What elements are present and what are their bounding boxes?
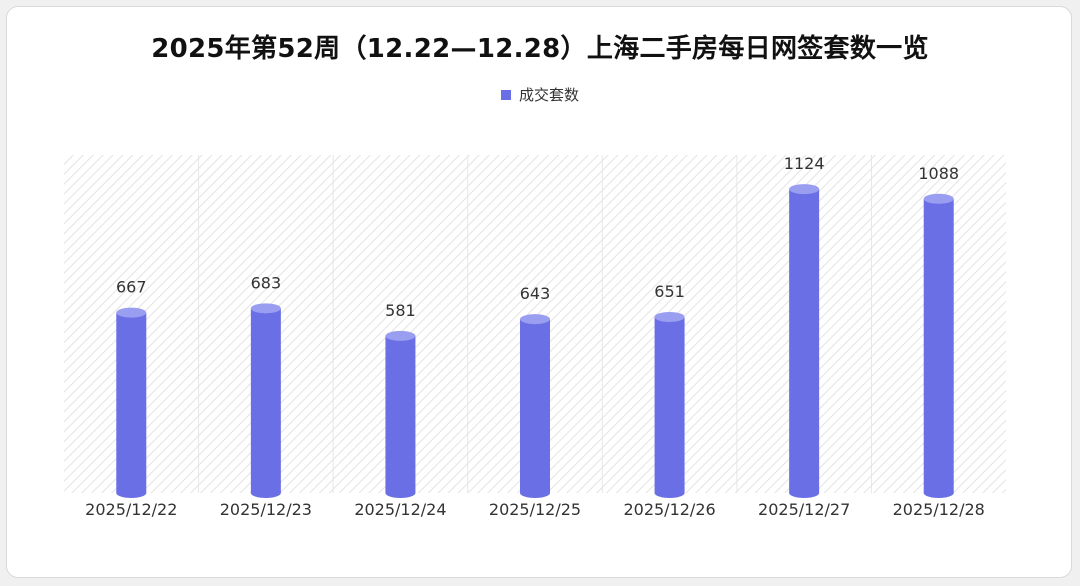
data-label: 581: [385, 301, 416, 320]
chart-legend: 成交套数: [0, 84, 1080, 105]
bar-cap: [520, 314, 550, 325]
bar-body: [923, 198, 954, 493]
legend-swatch: [500, 89, 511, 100]
bar-base: [923, 488, 954, 498]
data-label: 1088: [918, 164, 959, 183]
data-label: 667: [116, 278, 147, 297]
bar-base: [789, 488, 820, 498]
data-label: 683: [251, 273, 282, 292]
data-label: 651: [654, 282, 685, 301]
bar-base: [520, 488, 550, 498]
bar-body: [789, 189, 820, 493]
bar-body: [116, 312, 147, 493]
bar: [116, 307, 147, 498]
data-labels-group: 667 683 581 643 651 1124 1088: [116, 154, 959, 320]
x-tick-label: 2025/12/28: [893, 500, 985, 519]
bar-body: [654, 316, 685, 493]
bar: [923, 193, 954, 498]
chart-title: 2025年第52周（12.22—12.28）上海二手房每日网签套数一览: [151, 34, 929, 64]
data-label: 1124: [784, 154, 825, 173]
data-label: 643: [520, 284, 551, 303]
x-tick-label: 2025/12/26: [623, 500, 715, 519]
bar-cap: [385, 330, 416, 341]
bar-base: [250, 488, 281, 498]
bar-cap: [789, 184, 820, 195]
bar-body: [250, 308, 281, 493]
bar-cap: [116, 307, 147, 318]
bar-cap: [923, 193, 954, 204]
bars-group: [116, 184, 954, 498]
bar: [789, 184, 820, 498]
bar-cap: [250, 303, 281, 314]
x-tick-label: 2025/12/27: [758, 500, 850, 519]
bar-base: [116, 488, 147, 498]
bar-cap: [654, 311, 685, 322]
bar-base: [654, 488, 685, 498]
x-tick-label: 2025/12/25: [489, 500, 581, 519]
bar-body: [520, 319, 550, 493]
bar: [520, 314, 550, 498]
bar: [250, 303, 281, 498]
bar-base: [385, 488, 416, 498]
x-tick-label: 2025/12/22: [85, 500, 177, 519]
x-tick-label: 2025/12/23: [220, 500, 312, 519]
x-tick-label: 2025/12/24: [354, 500, 446, 519]
bar: [654, 311, 685, 498]
legend-label: 成交套数: [518, 86, 579, 104]
x-axis-tick-labels: 2025/12/22 2025/12/23 2025/12/24 2025/12/25…: [85, 500, 985, 519]
bar-body: [385, 335, 416, 493]
bar: [385, 330, 416, 498]
